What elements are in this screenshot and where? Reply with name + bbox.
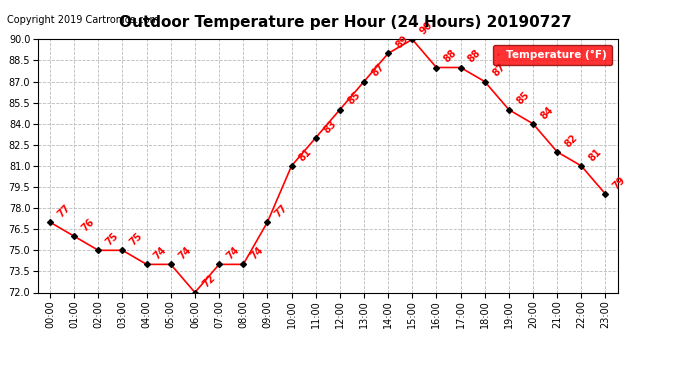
Text: 88: 88 [442,48,459,65]
Text: 83: 83 [322,118,338,135]
Text: 74: 74 [152,245,169,262]
Text: 75: 75 [128,231,145,248]
Text: 74: 74 [249,245,266,262]
Text: 74: 74 [177,245,193,262]
Text: 75: 75 [104,231,121,248]
Text: 87: 87 [491,62,507,79]
Text: 76: 76 [80,217,97,234]
Text: 87: 87 [370,62,386,79]
Text: 85: 85 [515,90,531,107]
Text: 84: 84 [539,104,555,121]
Text: 77: 77 [273,203,290,219]
Text: 82: 82 [563,132,580,149]
Text: 77: 77 [56,203,72,219]
Text: 88: 88 [466,48,483,65]
Text: 89: 89 [394,34,411,51]
Text: 85: 85 [346,90,362,107]
Legend: Temperature (°F): Temperature (°F) [493,45,612,65]
Text: 72: 72 [201,273,217,290]
Text: 90: 90 [418,20,435,37]
Text: 81: 81 [587,147,604,163]
Text: 79: 79 [611,175,628,191]
Text: 74: 74 [225,245,241,262]
Text: Copyright 2019 Cartronics.com: Copyright 2019 Cartronics.com [7,15,159,25]
Text: 81: 81 [297,147,314,163]
Text: Outdoor Temperature per Hour (24 Hours) 20190727: Outdoor Temperature per Hour (24 Hours) … [119,15,571,30]
